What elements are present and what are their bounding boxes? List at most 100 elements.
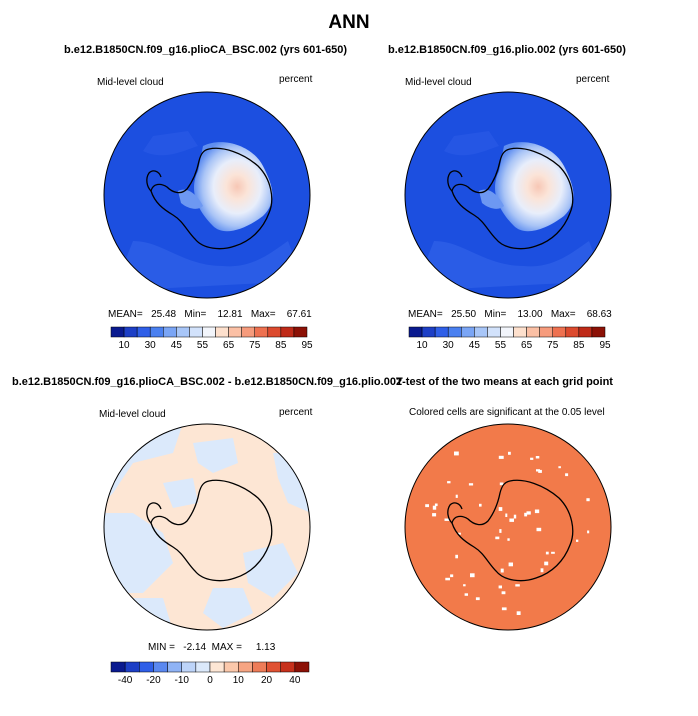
panel3-colorbar-swatch xyxy=(294,661,310,673)
nonsignificant-cell xyxy=(463,584,466,587)
panel2-colorbar-tick-label: 95 xyxy=(599,340,611,351)
nonsignificant-cell xyxy=(558,466,561,469)
panel1-colorbar-swatch xyxy=(163,326,177,338)
panel4-subtitle: Colored cells are significant at the 0.0… xyxy=(409,407,605,418)
panel3-title: b.e12.B1850CN.f09_g16.plioCA_BSC.002 - b… xyxy=(12,376,403,388)
panel1-map xyxy=(103,91,311,299)
panel2-colorbar-swatch xyxy=(474,326,488,338)
panel3-colorbar-tick-label: -40 xyxy=(118,675,133,686)
panel3-colorbar-tick-label: 40 xyxy=(289,675,301,686)
panel4-map xyxy=(404,423,612,631)
panel2-variable-label: Mid-level cloud xyxy=(405,77,472,88)
panel3-variable-label: Mid-level cloud xyxy=(99,409,166,420)
panel1-colorbar-tick-label: 85 xyxy=(275,340,287,351)
panel1-colorbar-swatch xyxy=(215,326,229,338)
nonsignificant-cell xyxy=(458,532,461,535)
panel3-coastline xyxy=(146,479,273,582)
panel1-colorbar-swatch xyxy=(280,326,295,338)
panel2-colorbar-swatch xyxy=(408,326,423,338)
panel1-colorbar-swatch xyxy=(241,326,255,338)
panel2-colorbar-swatch xyxy=(461,326,475,338)
panel2-coastline xyxy=(447,147,574,250)
panel2-colorbar-swatch xyxy=(526,326,540,338)
nonsignificant-cell xyxy=(498,455,504,459)
panel2-colorbar-tick-label: 75 xyxy=(547,340,559,351)
panel1-colorbar-tick-label: 30 xyxy=(145,340,157,351)
panel2-colorbar-swatch xyxy=(591,326,606,338)
nonsignificant-cell xyxy=(501,591,506,595)
nonsignificant-cell xyxy=(470,573,475,578)
nonsignificant-cell xyxy=(530,457,534,460)
panel2-colorbar-tick-label: 85 xyxy=(573,340,585,351)
nonsignificant-cell xyxy=(551,551,555,554)
nonsignificant-cell xyxy=(515,584,520,587)
nonsignificant-cell xyxy=(536,469,540,472)
nonsignificant-cell xyxy=(524,512,528,517)
panel1-colorbar-tick-label: 10 xyxy=(119,340,131,351)
nonsignificant-cell xyxy=(586,498,590,502)
nonsignificant-cell xyxy=(468,483,474,486)
nonsignificant-cell xyxy=(505,513,508,517)
panel2-colorbar-swatch xyxy=(539,326,553,338)
panel1-colorbar-swatch xyxy=(267,326,282,338)
panel3-colorbar-swatch xyxy=(195,661,211,673)
panel3-colorbar-swatch xyxy=(280,661,296,673)
nonsignificant-cell xyxy=(545,551,549,555)
panel3-colorbar-tick-label: 0 xyxy=(207,675,213,686)
nonsignificant-cell xyxy=(500,568,504,573)
nonsignificant-cell xyxy=(534,509,540,514)
panel1-colorbar-swatch xyxy=(228,326,242,338)
nonsignificant-cell xyxy=(576,539,579,542)
nonsignificant-cell xyxy=(432,513,437,517)
nonsignificant-cell xyxy=(425,504,429,508)
panel2-colorbar-swatch xyxy=(578,326,593,338)
nonsignificant-cell xyxy=(508,562,513,567)
panel1-colorbar-swatch xyxy=(176,326,190,338)
panel2-colorbar-swatch xyxy=(565,326,580,338)
panel1-coastline xyxy=(146,147,273,250)
nonsignificant-cell xyxy=(498,507,503,511)
panel3-stats: MIN = -2.14 MAX = 1.13 xyxy=(148,642,276,653)
panel1-title: b.e12.B1850CN.f09_g16.plioCA_BSC.002 (yr… xyxy=(64,44,348,56)
panel2-stats: MEAN= 25.50 Min= 13.00 Max= 68.63 xyxy=(408,309,612,320)
nonsignificant-cell xyxy=(499,529,502,533)
nonsignificant-cell xyxy=(536,527,542,532)
panel3-colorbar-swatch xyxy=(181,661,197,673)
panel3-colorbar: -40 -20 -10 0 10 20 40 xyxy=(110,661,310,686)
panel4-title: T-test of the two means at each grid poi… xyxy=(396,376,613,388)
panel1-stats: MEAN= 25.48 Min= 12.81 Max= 67.61 xyxy=(108,309,312,320)
nonsignificant-cell xyxy=(509,518,514,522)
panel2-map xyxy=(404,91,612,299)
panel2-colorbar-tick-label: 30 xyxy=(443,340,455,351)
panel1-colorbar: 10 30 45 55 65 75 85 95 xyxy=(110,326,313,351)
nonsignificant-cell xyxy=(495,536,500,540)
panel3-colorbar-swatch xyxy=(266,661,281,673)
panel1-colorbar-tick-label: 55 xyxy=(197,340,209,351)
panel1-colorbar-swatch xyxy=(254,326,269,338)
panel2-colorbar-swatch xyxy=(447,326,462,338)
nonsignificant-cell xyxy=(507,538,510,541)
nonsignificant-cell xyxy=(540,568,544,573)
panel3-colorbar-tick-label: -10 xyxy=(174,675,189,686)
panel1-colorbar-swatch xyxy=(136,326,151,338)
nonsignificant-cell xyxy=(479,503,482,507)
panel3-map xyxy=(103,423,311,631)
nonsignificant-cell xyxy=(526,511,531,515)
panel3-colorbar-tick-label: 10 xyxy=(233,675,245,686)
nonsignificant-cell xyxy=(432,505,437,510)
panel3-colorbar-tick-label: 20 xyxy=(261,675,273,686)
panel2-colorbar-tick-label: 55 xyxy=(495,340,507,351)
nonsignificant-cell xyxy=(499,482,504,486)
panel2-colorbar-swatch xyxy=(434,326,449,338)
nonsignificant-cell xyxy=(587,530,590,534)
nonsignificant-cell xyxy=(544,561,549,566)
panel3-colorbar-swatch xyxy=(110,661,126,673)
nonsignificant-cell xyxy=(454,451,459,456)
panel1-colorbar-swatch xyxy=(189,326,203,338)
nonsignificant-cell xyxy=(450,574,454,578)
nonsignificant-cell xyxy=(434,503,438,507)
nonsignificant-cell xyxy=(498,585,502,589)
panel4-coastline xyxy=(447,479,574,582)
nonsignificant-cell xyxy=(447,481,451,484)
panel2-colorbar-swatch xyxy=(513,326,527,338)
